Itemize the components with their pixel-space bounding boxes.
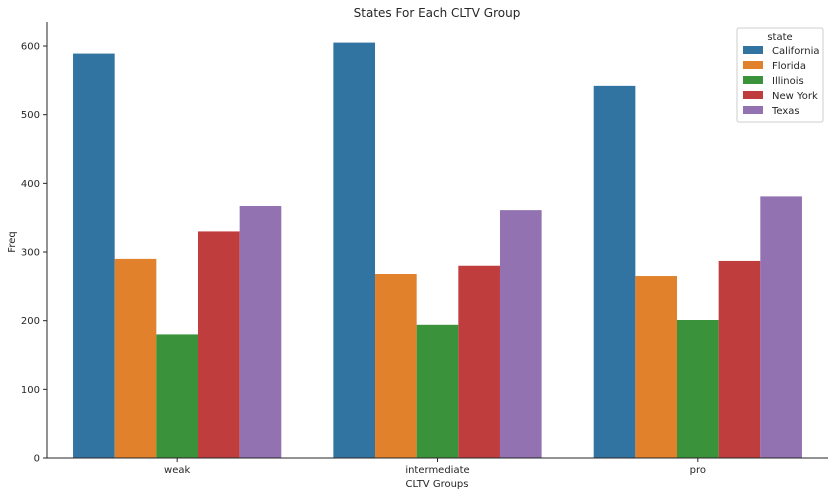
bar-intermediate-new-york (458, 265, 500, 458)
bar-weak-florida (114, 258, 157, 458)
legend-label-new-york: New York (772, 91, 818, 102)
legend-swatch-florida (743, 61, 763, 69)
chart-title: States For Each CLTV Group (354, 6, 521, 20)
bar-pro-illinois (677, 319, 719, 458)
y-tick-label: 0 (34, 454, 40, 465)
bar-intermediate-texas (499, 210, 542, 458)
y-tick-label: 600 (21, 42, 40, 53)
bar-pro-california (593, 85, 636, 459)
bars-layer (73, 42, 802, 459)
y-axis-label: Freq (7, 231, 18, 252)
legend-label-california: California (772, 46, 820, 57)
bar-intermediate-illinois (416, 324, 459, 458)
x-ticks: weak intermediate pro (164, 458, 706, 476)
bar-weak-illinois (156, 334, 198, 458)
y-ticks: 0 100 200 300 400 500 600 (21, 42, 47, 465)
x-tick-label: weak (164, 465, 190, 476)
legend-label-florida: Florida (772, 61, 806, 72)
legend-swatch-california (743, 46, 763, 54)
y-tick-label: 100 (21, 385, 40, 396)
y-tick-label: 400 (21, 179, 40, 190)
legend-swatch-texas (743, 106, 763, 114)
bar-weak-texas (239, 206, 282, 458)
bar-intermediate-florida (375, 273, 417, 458)
y-tick-label: 500 (21, 110, 40, 121)
legend-swatch-new-york (743, 91, 763, 99)
x-axis-label: CLTV Groups (406, 479, 469, 490)
legend-label-illinois: Illinois (772, 76, 804, 87)
bar-pro-texas (760, 196, 802, 458)
legend-title: state (767, 32, 792, 43)
bar-pro-new-york (718, 260, 761, 458)
y-tick-label: 300 (21, 248, 40, 259)
x-tick-label: intermediate (405, 465, 469, 476)
legend: state California Florida Illinois New York T… (736, 27, 824, 123)
x-tick-label: pro (690, 465, 706, 476)
legend-swatch-illinois (743, 76, 763, 84)
bar-intermediate-california (333, 42, 376, 458)
legend-label-texas: Texas (771, 106, 800, 117)
y-tick-label: 200 (21, 316, 40, 327)
bar-weak-new-york (197, 231, 240, 458)
legend-items: California Florida Illinois New York Texas (743, 46, 820, 117)
bar-weak-california (73, 53, 115, 458)
bar-pro-florida (635, 276, 677, 458)
